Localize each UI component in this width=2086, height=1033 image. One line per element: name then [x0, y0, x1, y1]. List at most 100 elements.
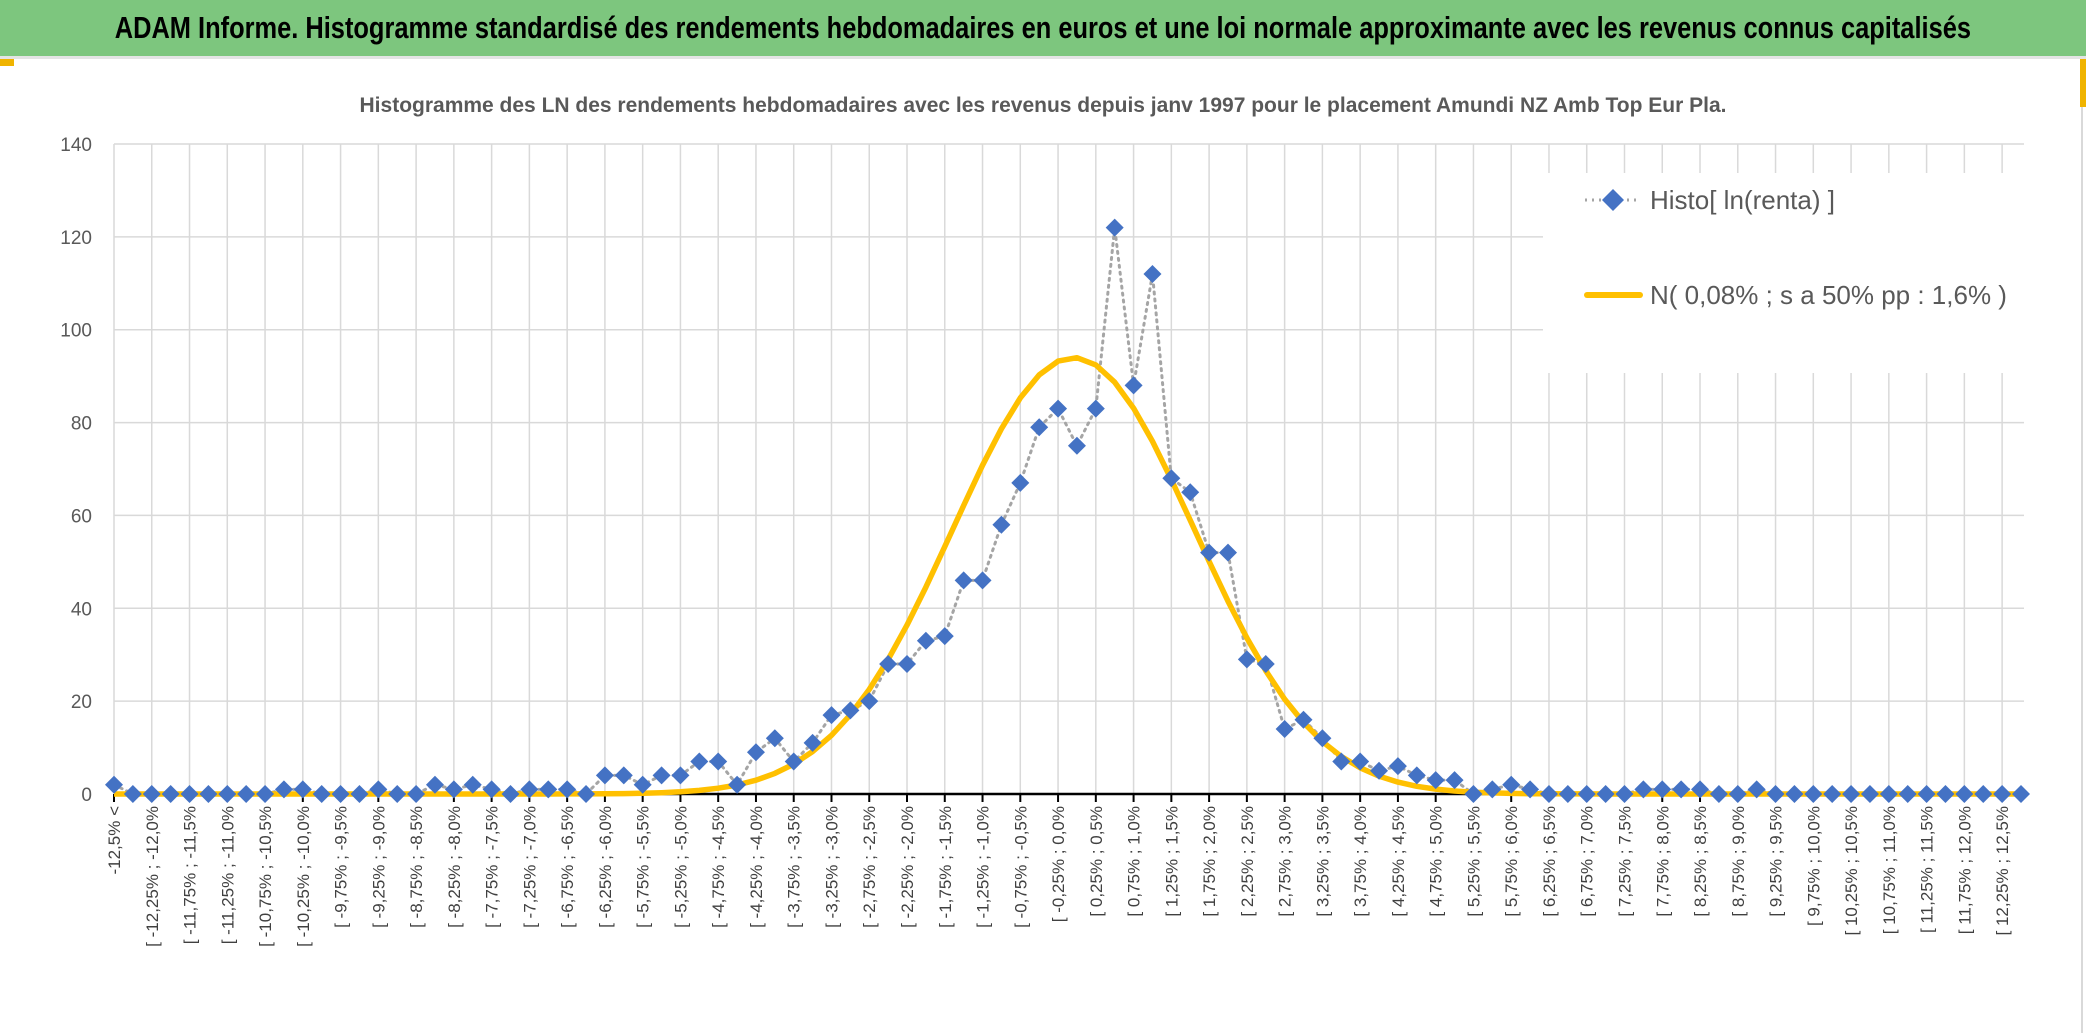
histo-data-point	[1653, 780, 1672, 799]
accent-mark-left	[0, 59, 14, 66]
histo-data-point	[1974, 785, 1993, 803]
histo-data-point	[935, 627, 954, 646]
legend-item-histo[interactable]: Histo[ ln(renta) ]	[1585, 185, 1835, 215]
chart-title: Histogramme des LN des rendements hebdom…	[360, 94, 1727, 117]
histo-data-point	[256, 785, 275, 803]
histo-data-point	[614, 766, 633, 785]
histo-data-point	[388, 785, 407, 803]
x-tick-label: [ -8,75% ; -8,5%	[407, 806, 426, 928]
x-tick-label: [ 6,75% ; 7,0%	[1578, 806, 1597, 917]
histo-data-point	[180, 785, 199, 803]
histo-data-point	[1860, 785, 1879, 803]
histo-data-point	[520, 780, 539, 799]
histo-data-point	[199, 785, 218, 803]
histo-data-point	[1502, 775, 1521, 794]
histo-data-point	[1879, 785, 1898, 803]
histo-data-point	[1426, 771, 1445, 790]
x-tick-label: [ 10,25% ; 10,5%	[1842, 806, 1861, 935]
y-tick-label: 120	[60, 228, 92, 249]
y-tick-label: 80	[71, 414, 92, 435]
x-tick-label: [ 11,75% ; 12,0%	[1955, 806, 1974, 934]
histo-data-point	[2012, 785, 2030, 803]
histo-data-point	[728, 775, 747, 794]
x-tick-label: [ 12,25% ; 12,5%	[1993, 806, 2012, 935]
histo-data-point	[1086, 399, 1105, 418]
x-tick-label: [ -0,75% ; -0,5%	[1011, 806, 1030, 928]
x-tick-label: [ -8,25% ; -8,0%	[445, 806, 464, 928]
histo-data-point	[293, 780, 312, 799]
y-tick-label: 20	[71, 692, 92, 713]
histo-data-point	[1898, 785, 1917, 803]
x-tick-label: [ -9,25% ; -9,0%	[369, 806, 388, 928]
histo-data-point	[954, 571, 973, 590]
x-tick-label: [ 9,75% ; 10,0%	[1804, 806, 1823, 926]
x-tick-label: [ 7,25% ; 7,5%	[1615, 806, 1634, 917]
histo-data-point	[123, 785, 142, 803]
histo-data-point	[1785, 785, 1804, 803]
histo-data-point	[1011, 473, 1030, 492]
histo-data-point	[577, 785, 596, 803]
x-tick-label: [ 1,75% ; 2,0%	[1200, 806, 1219, 917]
histo-data-point	[1823, 785, 1842, 803]
histo-data-point	[595, 766, 614, 785]
x-tick-label: [ -10,25% ; -10,0%	[294, 806, 313, 947]
x-tick-label: [ -11,75% ; -11,5%	[181, 806, 200, 944]
x-tick-label: [ 0,75% ; 1,0%	[1125, 806, 1144, 917]
histo-data-point	[463, 775, 482, 794]
x-tick-label: [ 9,25% ; 9,5%	[1767, 806, 1786, 917]
histo-data-point	[1993, 785, 2012, 803]
x-tick-label: [ 1,25% ; 1,5%	[1162, 806, 1181, 917]
x-tick-label: [ 3,25% ; 3,5%	[1313, 806, 1332, 917]
histo-data-point	[1577, 785, 1596, 803]
histo-data-point	[369, 780, 388, 799]
histo-data-point	[1388, 757, 1407, 776]
y-tick-label: 100	[60, 321, 92, 342]
histo-data-point	[539, 780, 558, 799]
histo-data-point	[822, 706, 841, 725]
histo-data-point	[1370, 761, 1389, 780]
histo-data-point	[841, 701, 860, 720]
histo-data-point	[407, 785, 426, 803]
x-tick-label: [ -7,75% ; -7,5%	[483, 806, 502, 928]
histo-data-point	[1539, 785, 1558, 803]
y-tick-label: 140	[60, 135, 92, 156]
histo-data-point	[142, 785, 161, 803]
histo-data-point	[973, 571, 992, 590]
histo-data-point	[237, 785, 256, 803]
histo-data-point	[1049, 399, 1068, 418]
accent-mark-right	[2080, 59, 2086, 107]
histo-data-point	[1275, 720, 1294, 738]
x-tick-label: [ -5,25% ; -5,0%	[671, 806, 690, 928]
histo-data-point	[1728, 785, 1747, 803]
histo-data-point	[652, 766, 671, 785]
x-tick-label: [ -11,25% ; -11,0%	[218, 806, 237, 944]
histo-data-point	[709, 752, 728, 771]
x-tick-label: [ -3,75% ; -3,5%	[785, 806, 804, 928]
x-tick-label: [ 3,75% ; 4,0%	[1351, 806, 1370, 917]
y-tick-label: 40	[71, 599, 92, 620]
legend-item-normal[interactable]: N( 0,08% ; s a 50% pp : 1,6% )	[1584, 280, 2007, 310]
histo-data-point	[1672, 780, 1691, 799]
histo-data-point	[444, 780, 463, 799]
x-tick-label: [ -6,75% ; -6,5%	[558, 806, 577, 928]
x-tick-label: [ 8,75% ; 9,0%	[1729, 806, 1748, 917]
histo-data-point	[992, 515, 1011, 534]
x-tick-label: [ 2,75% ; 3,0%	[1276, 806, 1295, 917]
histo-data-point	[350, 785, 369, 803]
legend-background	[1543, 173, 2048, 373]
report-title: ADAM Informe. Histogramme standardisé de…	[114, 10, 1972, 45]
histo-data-point	[501, 785, 520, 803]
histo-data-point	[671, 766, 690, 785]
histo-data-point	[425, 775, 444, 794]
histo-data-point	[1200, 543, 1219, 562]
x-tick-label: [ -2,25% ; -2,0%	[898, 806, 917, 928]
histo-data-point	[1596, 785, 1615, 803]
histo-data-point	[784, 752, 803, 771]
y-tick-label: 60	[71, 506, 92, 527]
x-tick-label: [ -9,75% ; -9,5%	[332, 806, 351, 928]
histo-data-point	[1181, 483, 1200, 502]
report-banner: ADAM Informe. Histogramme standardisé de…	[0, 0, 2086, 59]
histo-data-point	[1124, 376, 1143, 395]
histo-data-point	[161, 785, 180, 803]
x-tick-label: [ 5,75% ; 6,0%	[1502, 806, 1521, 917]
